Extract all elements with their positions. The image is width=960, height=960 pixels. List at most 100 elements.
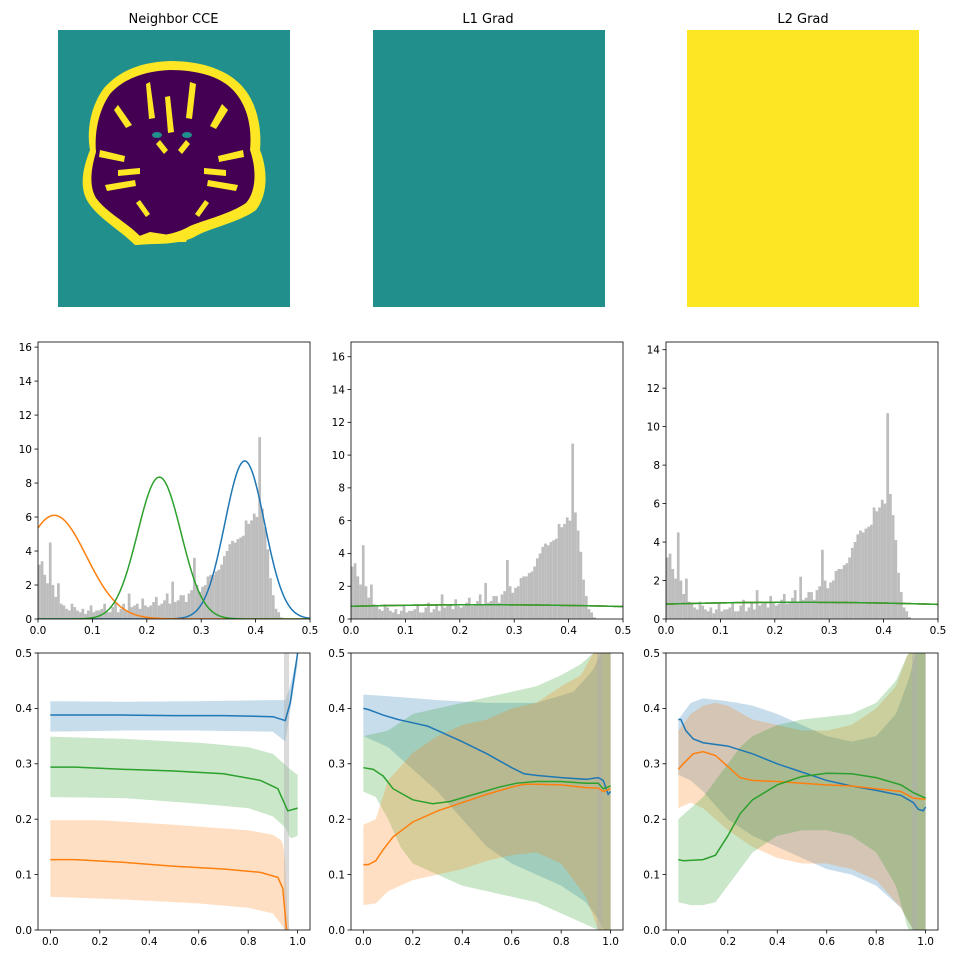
hist-bar-1-26	[421, 612, 425, 619]
hist-bar-2-77	[875, 511, 879, 619]
hist-bar-1-31	[435, 604, 439, 619]
hist-bar-0-66	[217, 569, 221, 619]
hist-bar-1-43	[467, 597, 471, 619]
hist-bar-1-3	[359, 584, 362, 619]
x-tick-label-b1-4: 0.8	[553, 936, 570, 948]
hist-bar-0-12	[70, 603, 74, 619]
hist-bar-2-58	[823, 580, 827, 619]
hist-bar-1-18	[399, 610, 403, 619]
hist-bar-1-27	[424, 607, 428, 619]
hist-panel-2: 0.0 0.1 0.2 0.3 0.4 0.5 0 2 4 6 8 10 12 14	[647, 341, 946, 637]
hist-bar-2-82	[889, 493, 892, 619]
y-tick-label-h1-8: 16	[332, 352, 346, 364]
hist-bar-2-50	[802, 599, 805, 619]
hist-bar-0-47	[165, 593, 169, 619]
hist-bar-2-66	[845, 563, 849, 619]
mean-line-1-green	[363, 766, 611, 805]
hist-bar-1-42	[465, 602, 468, 619]
hist-bar-2-86	[899, 592, 903, 619]
hist-bar-0-58	[195, 585, 199, 619]
hist-bar-2-44	[785, 603, 789, 619]
hist-bar-1-53	[495, 596, 498, 619]
hist-bar-2-46	[791, 597, 794, 619]
band-2-blue	[678, 653, 926, 930]
axes-frame-b1	[350, 652, 624, 931]
y-tick-label-h1-4: 8	[338, 483, 345, 495]
hist-bar-2-2	[671, 568, 675, 619]
hist-bar-1-47	[478, 594, 482, 619]
hist-bar-2-10	[693, 607, 696, 619]
band-2-orange	[678, 653, 926, 930]
hist-bar-0-85	[269, 578, 272, 619]
hist-bar-2-53	[810, 592, 813, 619]
hist-plot-0	[38, 437, 310, 619]
hist-bar-2-79	[880, 499, 884, 619]
y-tick-label-h0-0: 0	[25, 614, 32, 626]
hist-bar-0-25	[106, 612, 109, 619]
y-tick-label-h2-1: 2	[653, 575, 660, 587]
hist-bar-1-52	[492, 596, 496, 619]
hist-bar-0-46	[163, 600, 166, 619]
hist-plot-2	[666, 413, 938, 619]
hist-bar-0-27	[111, 607, 115, 619]
hist-bar-2-43	[782, 593, 786, 619]
hist-bar-0-61	[203, 585, 207, 619]
x-tick-label-b1-5: 1.0	[602, 936, 619, 948]
hist-bar-0-75	[242, 535, 245, 619]
mean-line-1-orange	[363, 783, 611, 866]
band-panel-2: 0.0 0.2 0.4 0.6 0.8 1.0 0.0 0.1 0.2 0.3 0.4 0.5	[643, 648, 939, 948]
band-plot-2	[677, 653, 927, 930]
y-tick-label-h2-2: 4	[653, 537, 660, 549]
x-tick-label-h0-1: 0.1	[84, 625, 101, 637]
y-tick-label-b1-5: 0.5	[328, 648, 345, 660]
hist-bar-0-4	[48, 542, 52, 619]
hist-bar-0-88	[277, 612, 281, 619]
x-tick-label-b1-3: 0.6	[503, 936, 520, 948]
hist-bar-1-34	[443, 607, 447, 619]
hist-bar-1-24	[416, 604, 419, 619]
y-tick-label-h0-4: 8	[25, 478, 32, 490]
hist-bar-2-33	[755, 590, 759, 619]
hist-bar-2-25	[734, 611, 737, 619]
hist-bar-0-78	[250, 520, 253, 619]
hist-bar-2-75	[870, 524, 873, 619]
hist-bar-1-29	[429, 612, 433, 619]
y-tick-label-h0-2: 4	[25, 546, 32, 558]
hist-bar-0-40	[146, 607, 150, 619]
title-l2-grad: L2 Grad	[777, 12, 828, 27]
hist-bar-2-69	[853, 542, 857, 619]
sulcus-10	[136, 200, 150, 217]
hist-bar-2-64	[840, 568, 843, 619]
hist-bar-2-31	[750, 601, 754, 619]
hist-bar-1-37	[451, 609, 455, 619]
hist-bar-1-19	[402, 605, 406, 619]
hist-bar-2-34	[758, 605, 762, 619]
hist-bar-0-2	[43, 574, 47, 619]
hist-bar-1-59	[511, 592, 515, 619]
y-tick-label-b0-3: 0.3	[15, 759, 32, 771]
hist-bar-2-54	[812, 599, 816, 619]
hist-bar-2-42	[780, 599, 783, 619]
y-tick-label-h1-6: 12	[332, 417, 345, 429]
hist-bar-2-73	[864, 528, 868, 619]
hist-bar-2-81	[886, 413, 890, 619]
hist-bar-0-7	[57, 583, 60, 619]
sulcus-2	[186, 82, 196, 119]
hist-bar-2-60	[829, 582, 832, 619]
hist-bar-0-38	[141, 598, 145, 619]
x-tick-label-b1-2: 0.4	[454, 936, 471, 948]
hist-bar-2-21	[723, 609, 726, 619]
hist-bar-2-18	[714, 609, 718, 619]
hist-bar-0-76	[244, 520, 248, 619]
hist-bar-2-6	[682, 593, 686, 619]
hist-bar-1-88	[590, 612, 594, 619]
hist-bar-1-46	[476, 600, 479, 619]
hist-bar-2-15	[706, 611, 710, 619]
band-plot-0	[50, 653, 299, 930]
hist-bar-0-45	[160, 603, 164, 619]
hist-bar-2-11	[695, 609, 699, 619]
hist-bar-1-61	[516, 586, 520, 619]
hist-bar-1-4	[361, 545, 365, 619]
hist-bar-0-82	[261, 508, 264, 619]
hist-bar-2-36	[763, 601, 767, 619]
